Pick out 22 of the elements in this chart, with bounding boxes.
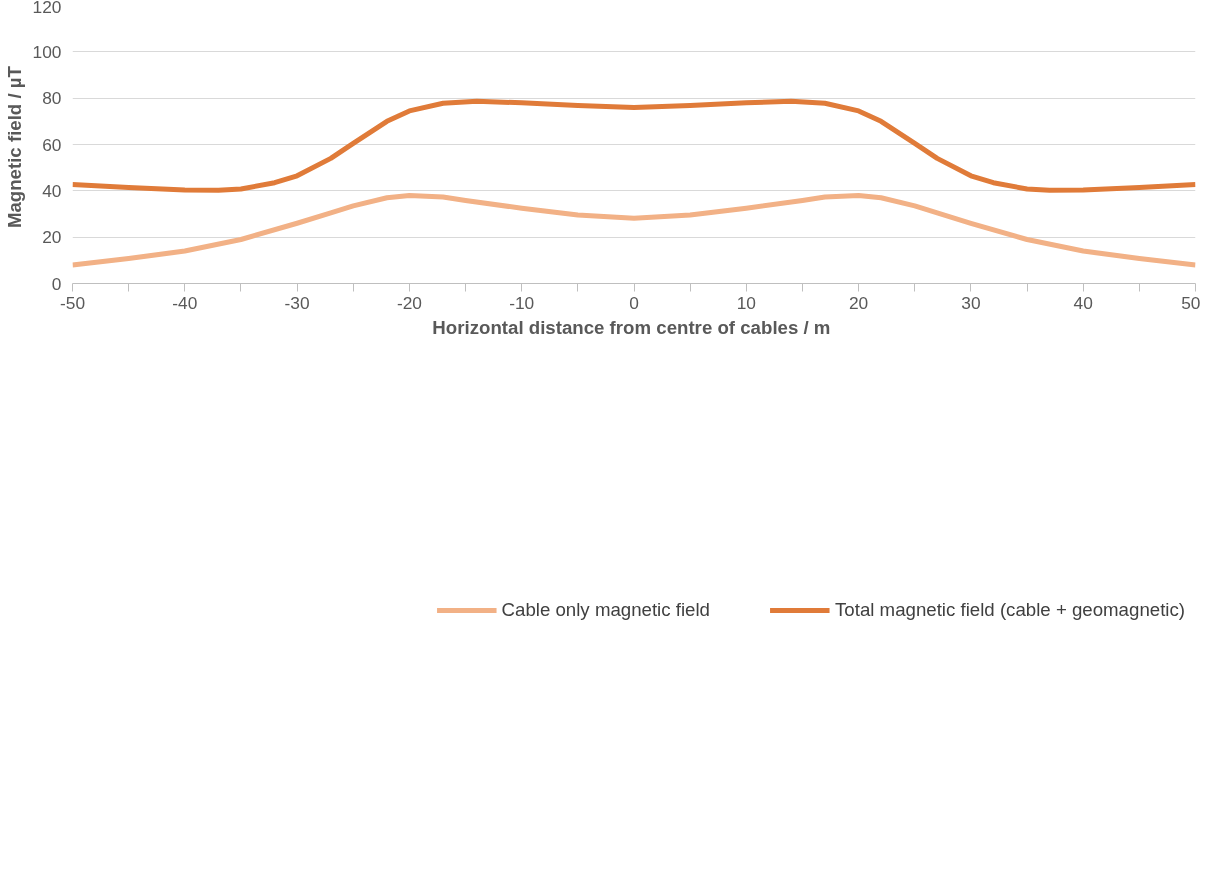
- x-tick-label: 20: [848, 292, 869, 313]
- x-tick-label: -20: [396, 292, 422, 313]
- x-tick-label: -50: [59, 292, 86, 313]
- y-tick-label: 40: [42, 180, 62, 201]
- x-axis-title: Horizontal distance from centre of cables / m: [432, 316, 831, 338]
- y-tick-label: 60: [42, 134, 62, 155]
- legend-label: Cable only magnetic field: [501, 599, 710, 621]
- x-tick-label: 40: [1073, 292, 1093, 313]
- y-tick-label: 20: [42, 227, 62, 248]
- x-tick-label: 10: [736, 292, 756, 313]
- x-tick-label: -40: [172, 292, 198, 313]
- y-tick-label: 0: [51, 273, 62, 294]
- y-axis-title: Magnetic field / µT: [3, 65, 25, 229]
- x-tick-label: -30: [284, 292, 310, 313]
- x-tick-label: -10: [509, 292, 535, 313]
- x-tick-label: 30: [961, 292, 981, 313]
- y-tick-label: 100: [32, 41, 62, 62]
- y-tick-label: 120: [32, 0, 62, 17]
- x-tick-label: 0: [629, 292, 639, 313]
- y-tick-label: 80: [42, 88, 62, 109]
- legend-label: Total magnetic field (cable + geomagnetic): [835, 599, 1185, 621]
- x-tick-label: 50: [1181, 292, 1201, 313]
